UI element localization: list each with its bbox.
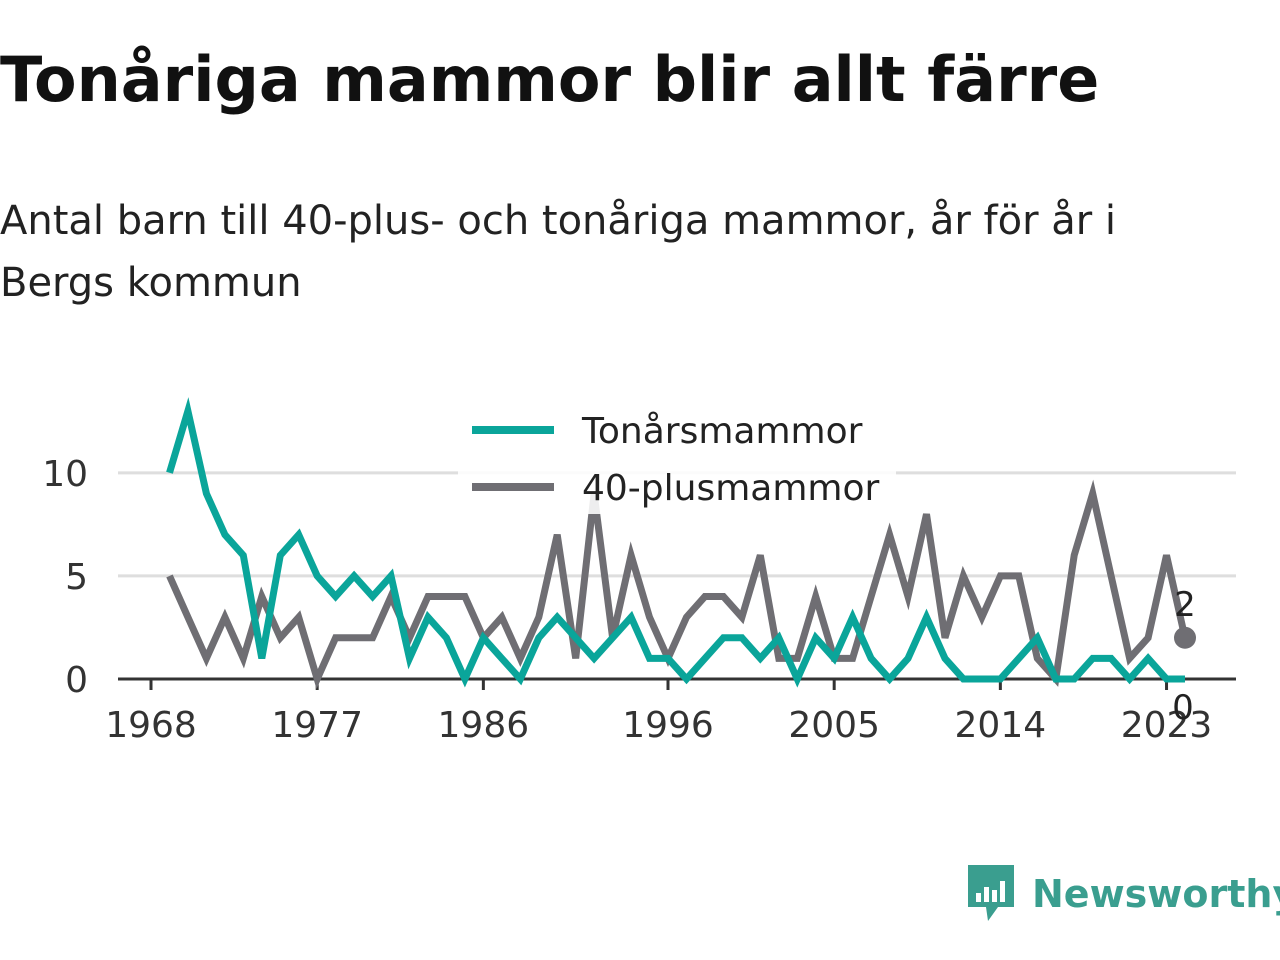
- x-tick-label: 1968: [105, 705, 197, 746]
- series-line-40-plusmammor: [166, 479, 1189, 690]
- x-tick-label: 2014: [955, 705, 1047, 746]
- legend-label-tonarsmammor: Tonårsmammor: [581, 411, 863, 452]
- series-line-tonarsmammor: [166, 397, 1185, 688]
- chart-title: Tonåriga mammor blir allt färre: [0, 43, 1100, 116]
- x-axis: 1968 1977 1986 1996 2005 2014 2023: [105, 677, 1236, 746]
- x-tick-label: 1977: [271, 705, 363, 746]
- x-tick-label: 2005: [788, 705, 880, 746]
- x-tick-label: 1996: [622, 705, 714, 746]
- y-tick-label: 5: [65, 557, 88, 598]
- legend-label-40-plusmammor: 40-plusmammor: [582, 468, 880, 509]
- series-lines: [166, 397, 1189, 690]
- y-tick-label: 0: [65, 660, 88, 701]
- x-tick-label: 1986: [438, 705, 530, 746]
- end-label-tonarsmammor: 0: [1172, 688, 1194, 728]
- y-tick-label: 10: [42, 454, 88, 495]
- series-endpoint-40-plusmammor: [1174, 626, 1196, 649]
- newsworthy-logo-icon: [968, 865, 1014, 921]
- end-label-40-plusmammor: 2: [1174, 585, 1196, 625]
- x-tick-label: 2023: [1121, 705, 1213, 746]
- newsworthy-logo: Newsworthy: [966, 862, 1280, 926]
- end-labels: 20: [1172, 585, 1196, 728]
- brand-name: Newsworthy: [1032, 872, 1280, 916]
- chart-subtitle: Antal barn till 40-plus- och tonåriga ma…: [0, 198, 1117, 306]
- legend: Tonårsmammor 40-plusmammor: [458, 410, 896, 514]
